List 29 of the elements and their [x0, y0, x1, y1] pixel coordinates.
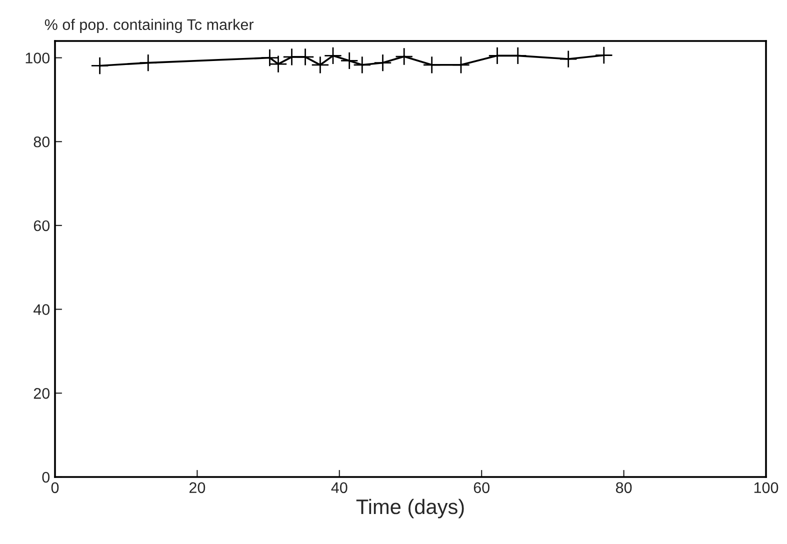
- point: [324, 46, 342, 65]
- y-tick-label: 80: [34, 136, 50, 148]
- x-tick-label: 40: [331, 482, 348, 494]
- y-tick-label: 20: [34, 388, 50, 399]
- point: [260, 48, 279, 67]
- point: [311, 56, 330, 74]
- x-tick-label: 100: [754, 482, 778, 494]
- x-axis-title: Time (days): [356, 498, 464, 518]
- x-tick-label: 20: [189, 482, 206, 494]
- point: [559, 50, 578, 68]
- x-tick-label: 0: [51, 482, 59, 494]
- point: [395, 47, 414, 66]
- y-tick-label: 40: [34, 304, 50, 315]
- point: [90, 56, 109, 75]
- x-tick-label: 80: [616, 482, 632, 494]
- x-tick-label: 60: [474, 482, 490, 494]
- y-tick-label: 100: [26, 52, 50, 64]
- point: [139, 54, 158, 72]
- chart-title: % of pop. containing Tc marker: [44, 18, 254, 34]
- point: [269, 55, 288, 74]
- point: [422, 56, 441, 74]
- point: [296, 48, 314, 66]
- point: [452, 56, 470, 74]
- y-tick-label: 0: [42, 472, 50, 483]
- y-tick-label: 60: [34, 220, 50, 232]
- point: [353, 56, 372, 74]
- point: [374, 54, 392, 72]
- point: [594, 46, 613, 64]
- point: [340, 52, 358, 70]
